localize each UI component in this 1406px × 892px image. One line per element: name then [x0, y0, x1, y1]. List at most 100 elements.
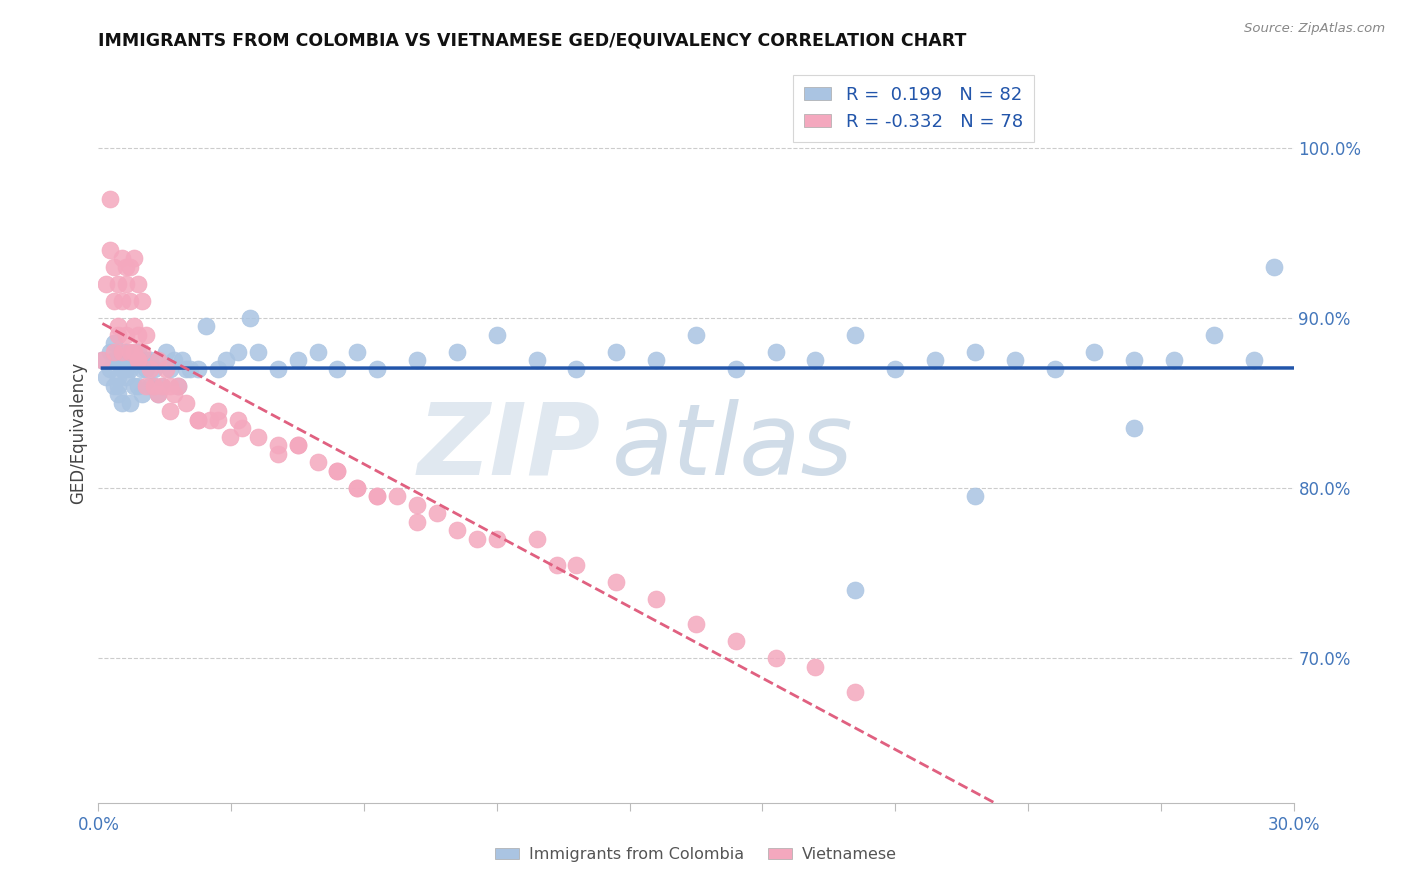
Point — [406, 515, 429, 529]
Point — [267, 438, 290, 452]
Point — [207, 413, 229, 427]
Point — [187, 413, 209, 427]
Point — [96, 370, 118, 384]
Point — [605, 574, 627, 589]
Point — [198, 413, 221, 427]
Point — [120, 344, 142, 359]
Point — [120, 361, 142, 376]
Point — [246, 430, 269, 444]
Point — [115, 370, 138, 384]
Point — [346, 481, 368, 495]
Point — [127, 353, 149, 368]
Point — [159, 404, 181, 418]
Point — [963, 344, 986, 359]
Point — [485, 532, 508, 546]
Point — [884, 361, 907, 376]
Point — [446, 524, 468, 538]
Point — [127, 327, 149, 342]
Point — [103, 260, 125, 274]
Point — [148, 353, 170, 368]
Point — [155, 344, 177, 359]
Point — [1123, 353, 1146, 368]
Point — [107, 387, 129, 401]
Point — [267, 361, 290, 376]
Legend: Immigrants from Colombia, Vietnamese: Immigrants from Colombia, Vietnamese — [489, 841, 903, 869]
Point — [135, 361, 157, 376]
Point — [135, 327, 157, 342]
Point — [207, 361, 229, 376]
Point — [1083, 344, 1105, 359]
Point — [219, 430, 242, 444]
Point — [107, 319, 129, 334]
Point — [98, 192, 122, 206]
Point — [98, 243, 122, 257]
Point — [226, 344, 249, 359]
Point — [804, 659, 827, 673]
Point — [366, 490, 388, 504]
Point — [406, 353, 429, 368]
Point — [131, 387, 153, 401]
Point — [120, 293, 142, 308]
Point — [120, 353, 142, 368]
Point — [131, 361, 153, 376]
Point — [844, 327, 866, 342]
Point — [131, 293, 153, 308]
Point — [103, 344, 125, 359]
Point — [91, 353, 114, 368]
Point — [91, 353, 114, 368]
Point — [1004, 353, 1026, 368]
Point — [115, 277, 138, 291]
Point — [111, 251, 134, 265]
Point — [406, 498, 429, 512]
Point — [135, 379, 157, 393]
Point — [98, 361, 122, 376]
Point — [174, 361, 197, 376]
Point — [366, 490, 388, 504]
Point — [107, 327, 129, 342]
Point — [127, 379, 149, 393]
Point — [103, 353, 125, 368]
Point — [326, 361, 349, 376]
Point — [215, 353, 238, 368]
Point — [287, 438, 309, 452]
Point — [465, 532, 488, 546]
Point — [139, 379, 162, 393]
Point — [163, 353, 186, 368]
Point — [645, 353, 668, 368]
Point — [346, 344, 368, 359]
Point — [172, 353, 194, 368]
Point — [103, 293, 125, 308]
Point — [150, 379, 173, 393]
Point — [111, 396, 134, 410]
Point — [127, 277, 149, 291]
Point — [1163, 353, 1185, 368]
Point — [187, 413, 209, 427]
Point — [103, 379, 125, 393]
Point — [765, 651, 787, 665]
Point — [124, 319, 146, 334]
Point — [1243, 353, 1265, 368]
Point — [804, 353, 827, 368]
Point — [111, 344, 134, 359]
Point — [124, 379, 146, 393]
Point — [526, 532, 548, 546]
Point — [565, 361, 588, 376]
Point — [239, 310, 262, 325]
Point — [139, 353, 162, 368]
Point — [163, 387, 186, 401]
Point — [96, 277, 118, 291]
Point — [187, 361, 209, 376]
Point — [148, 387, 170, 401]
Point — [124, 353, 146, 368]
Point — [326, 464, 349, 478]
Point — [346, 481, 368, 495]
Point — [385, 490, 409, 504]
Point — [139, 361, 162, 376]
Point — [150, 379, 173, 393]
Point — [207, 404, 229, 418]
Point — [485, 327, 508, 342]
Point — [426, 507, 449, 521]
Point — [143, 379, 166, 393]
Point — [124, 344, 146, 359]
Point — [103, 336, 125, 351]
